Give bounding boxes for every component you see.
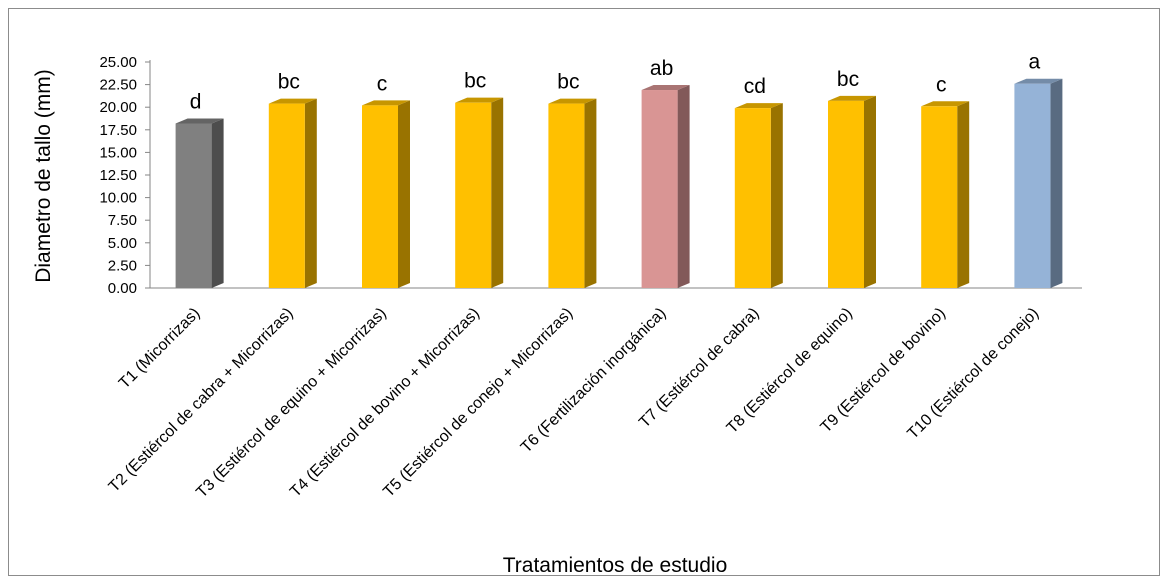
data-label: bc [464,70,486,93]
data-label: a [1029,51,1041,74]
bar-side [211,118,224,288]
bar-side [770,103,783,288]
y-tick-label: 17.50 [99,122,137,139]
bar [455,102,492,289]
data-label: cd [744,75,766,98]
bar-side [677,85,690,288]
bar-top [1014,78,1063,84]
y-tick-label: 0.00 [108,280,137,297]
data-label: bc [837,68,859,91]
bar-top [828,95,876,101]
data-label: bc [557,71,579,94]
y-tick-label: 10.00 [99,190,137,207]
bar-top [548,98,597,104]
category-label: T5 (Estiércol de conejo + Micorrizas) [380,305,576,501]
bar [268,103,305,288]
data-label: c [377,72,388,95]
bar [921,106,958,289]
x-axis-title: Tratamientos de estudio [503,554,728,577]
bar [828,100,864,288]
bar-side [584,98,597,288]
bar-group [455,97,504,289]
bar-top [455,97,504,103]
bar-group [1014,78,1063,288]
bar-side [304,98,317,288]
bar [175,123,212,288]
bar-side [1050,78,1063,288]
bar-side [864,95,876,288]
y-tick-label: 22.50 [99,77,137,94]
bar-side [957,101,970,289]
y-tick-label: 15.00 [99,144,137,161]
bar [734,108,771,288]
category-label: T1 (Micorrizas) [116,305,203,392]
bar-top [921,101,970,107]
y-axis-title: Diametro de tallo (mm) [32,69,55,283]
data-label: c [936,73,947,96]
chart-bars [175,78,1063,289]
category-label: T4 (Estiércol de bovino + Micorrizas) [287,305,483,501]
y-tick-label: 2.50 [108,257,137,274]
bar-group [828,95,876,288]
y-tick-label: 25.00 [99,54,137,71]
data-label: bc [278,71,300,94]
bar-top [734,103,783,109]
y-tick-label: 7.50 [108,212,137,229]
data-label: ab [650,57,673,80]
bar [362,105,398,288]
category-label: T2 (Estiércol de cabra + Micorrizas) [106,305,297,496]
bar-group [921,101,970,289]
bar-side [398,100,410,288]
y-tick-label: 20.00 [99,99,137,116]
bar-top [641,85,690,91]
bar-group [268,98,317,288]
bar [548,103,585,288]
y-tick-label: 12.50 [99,167,137,184]
y-tick-label: 5.00 [108,235,137,252]
chart-axes: 0.00 2.50 5.00 7.50 10.00 12.50 15.00 17.50 20.0… [99,54,1082,297]
bar-top [362,100,410,106]
bar-group [362,100,410,288]
category-label: T3 (Estiércol de equino + Micorrizas) [193,305,390,502]
bar-side [491,97,504,289]
bar [1014,83,1051,288]
bar-group [175,118,224,288]
data-label: d [190,90,202,113]
bar-top [175,118,224,124]
bar [641,90,678,288]
bar-group [641,85,690,288]
bar-group [734,103,783,288]
bar-group [548,98,597,288]
bar-top [268,98,317,104]
